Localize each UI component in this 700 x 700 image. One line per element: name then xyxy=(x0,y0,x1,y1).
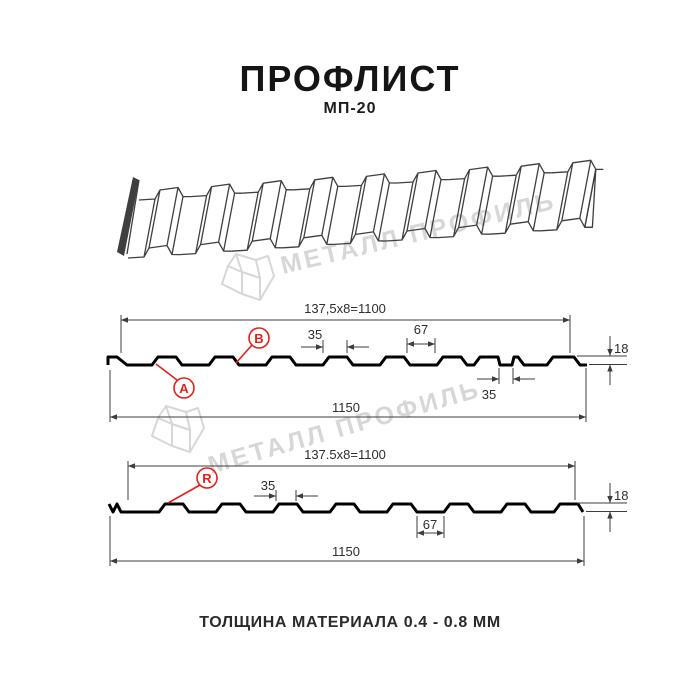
callout-r-label: R xyxy=(202,471,212,486)
profile-outline-top xyxy=(106,355,587,367)
sheet-edge-line xyxy=(126,179,140,255)
material-thickness-note: ТОЛЩИНА МАТЕРИАЛА 0.4 - 0.8 ММ xyxy=(199,614,501,631)
callout-b-label: B xyxy=(254,331,263,346)
dim-height-top: 18 xyxy=(577,336,628,385)
dim-label-18-r: 18 xyxy=(614,488,628,503)
dim-pitch-bottom: 137.5x8=1100 xyxy=(127,447,576,500)
watermark-text: МЕТАЛЛ ПРОФИЛЬ xyxy=(205,375,484,480)
callout-b: B xyxy=(235,327,270,364)
dim-label-pitch-r: 137.5x8=1100 xyxy=(304,447,386,462)
dim-overall-top: 1150 xyxy=(109,368,587,422)
dim-valley-width-r: 67 xyxy=(416,516,445,538)
dim-rib-top-width-r: 35 xyxy=(254,478,318,501)
watermark-text: МЕТАЛЛ ПРОФИЛЬ xyxy=(278,187,559,280)
cross-section-bottom: 137.5x8=1100 35 67 18 xyxy=(107,447,628,566)
page-title: ПРОФЛИСТ xyxy=(239,58,461,99)
dim-label-pitch: 137,5x8=1100 xyxy=(304,301,386,316)
dim-label-1150-top: 1150 xyxy=(332,400,360,415)
cross-section-top: 137,5x8=1100 35 67 35 xyxy=(106,301,628,422)
dim-pitch-top: 137,5x8=1100 xyxy=(120,301,571,353)
profile-outline-bottom xyxy=(107,502,585,514)
profile-model-subtitle: МП-20 xyxy=(323,100,377,117)
metal-profil-logo-icon xyxy=(221,253,275,301)
dim-label-1150-r: 1150 xyxy=(332,544,360,559)
sheet-right-edge xyxy=(584,169,597,228)
dim-rib-base-width: 67 xyxy=(406,322,436,353)
dim-label-67-top: 67 xyxy=(414,322,428,337)
dim-label-35-r: 35 xyxy=(261,478,275,493)
dim-label-35-groove: 35 xyxy=(482,387,496,402)
dim-groove-width: 35 xyxy=(477,368,535,402)
dim-label-18-top: 18 xyxy=(614,341,628,356)
callout-a: A xyxy=(155,363,195,399)
metal-profil-logo-icon xyxy=(151,405,205,453)
callout-a-label: A xyxy=(179,381,189,396)
dim-rib-top-width: 35 xyxy=(301,327,369,353)
dim-overall-bottom: 1150 xyxy=(109,516,585,566)
sheet-cut-edge xyxy=(117,177,139,256)
dim-label-35-top: 35 xyxy=(308,327,322,342)
watermark-middle: МЕТАЛЛ ПРОФИЛЬ xyxy=(151,375,484,480)
dim-label-67-r: 67 xyxy=(423,517,437,532)
profile-3d-view xyxy=(117,159,605,259)
dim-height-bottom: 18 xyxy=(577,483,628,532)
callout-r: R xyxy=(167,467,218,504)
